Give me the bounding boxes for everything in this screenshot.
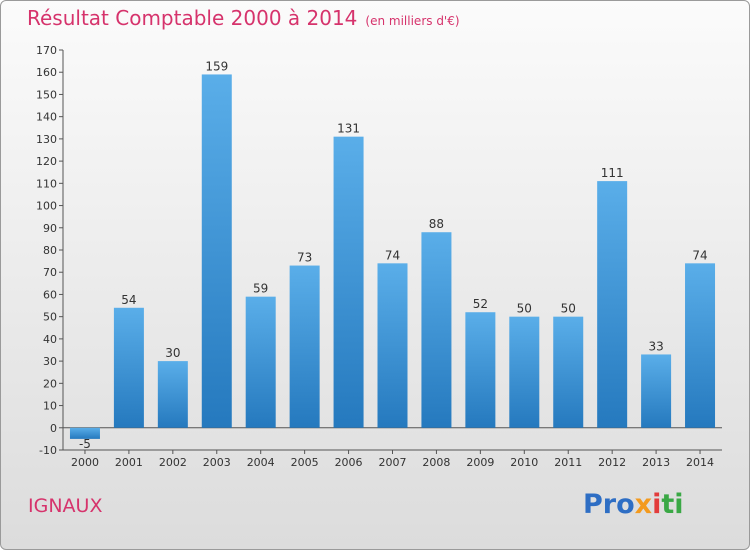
x-tick-label: 2003	[203, 456, 231, 469]
chart-title-block: Résultat Comptable 2000 à 2014 (en millie…	[27, 6, 460, 30]
bar-2001	[113, 307, 144, 428]
x-tick-label: 2014	[686, 456, 714, 469]
y-tick-label: 170	[36, 44, 57, 57]
bar-2003	[201, 74, 232, 428]
bar-2004	[245, 296, 276, 428]
x-tick-label: 2002	[159, 456, 187, 469]
bar-value-label: 74	[385, 248, 400, 262]
x-tick-label: 2001	[115, 456, 143, 469]
logo-part-4: ti	[661, 489, 684, 520]
chart-title: Résultat Comptable 2000 à 2014	[27, 6, 358, 30]
bar-2002	[157, 361, 188, 428]
bar-value-label: 88	[429, 217, 444, 231]
bar-2007	[377, 263, 408, 428]
y-tick-label: 60	[43, 288, 57, 301]
bar-value-label: 73	[297, 251, 312, 265]
bar-value-label: 131	[337, 122, 360, 136]
x-tick-label: 2000	[71, 456, 99, 469]
y-tick-label: 100	[36, 200, 57, 213]
y-tick-label: 140	[36, 111, 57, 124]
x-tick-label: 2005	[291, 456, 319, 469]
y-tick-label: 120	[36, 155, 57, 168]
y-tick-label: 50	[43, 311, 57, 324]
bar-value-label: 59	[253, 282, 268, 296]
y-tick-label: 160	[36, 66, 57, 79]
bar-2009	[465, 312, 496, 428]
bar-2013	[641, 354, 672, 428]
y-tick-label: -10	[39, 444, 57, 457]
bar-value-label: 30	[165, 346, 180, 360]
x-tick-label: 2011	[554, 456, 582, 469]
y-tick-label: 130	[36, 133, 57, 146]
y-tick-label: 10	[43, 400, 57, 413]
x-tick-label: 2004	[247, 456, 275, 469]
x-tick-label: 2009	[466, 456, 494, 469]
bar-2011	[553, 316, 584, 428]
chart-subtitle: (en milliers d'€)	[365, 14, 460, 28]
y-tick-label: 30	[43, 355, 57, 368]
logo-part-3: i	[652, 489, 662, 520]
y-tick-label: 90	[43, 222, 57, 235]
bar-value-label: 74	[692, 248, 707, 262]
y-tick-label: 150	[36, 88, 57, 101]
bar-value-label: 52	[473, 297, 488, 311]
bar-2008	[421, 232, 452, 428]
bar-2010	[509, 316, 540, 428]
logo-part-2: x	[634, 489, 653, 520]
commune-name: IGNAUX	[28, 495, 103, 517]
logo-part-1: Pro	[583, 489, 635, 520]
bar-value-label: 111	[601, 166, 624, 180]
y-tick-label: 0	[50, 422, 57, 435]
x-tick-label: 2010	[510, 456, 538, 469]
y-tick-label: 80	[43, 244, 57, 257]
x-tick-label: 2012	[598, 456, 626, 469]
y-tick-label: 20	[43, 377, 57, 390]
bar-2000	[69, 427, 100, 439]
bar-2012	[597, 181, 628, 428]
y-tick-label: 110	[36, 177, 57, 190]
bar-value-label: 159	[205, 59, 228, 73]
bar-value-label: 50	[561, 302, 576, 316]
bar-value-label: 50	[517, 302, 532, 316]
proxiti-logo: Proxiti	[583, 489, 684, 520]
x-tick-label: 2007	[379, 456, 407, 469]
bar-value-label: -5	[79, 437, 91, 451]
bar-2005	[289, 265, 320, 428]
bar-value-label: 54	[121, 293, 136, 307]
x-tick-label: 2013	[642, 456, 670, 469]
x-tick-label: 2006	[335, 456, 363, 469]
bar-value-label: 33	[648, 339, 663, 353]
bar-2014	[685, 263, 716, 428]
y-tick-label: 40	[43, 333, 57, 346]
bar-2006	[333, 136, 364, 428]
x-tick-label: 2008	[422, 456, 450, 469]
y-tick-label: 70	[43, 266, 57, 279]
